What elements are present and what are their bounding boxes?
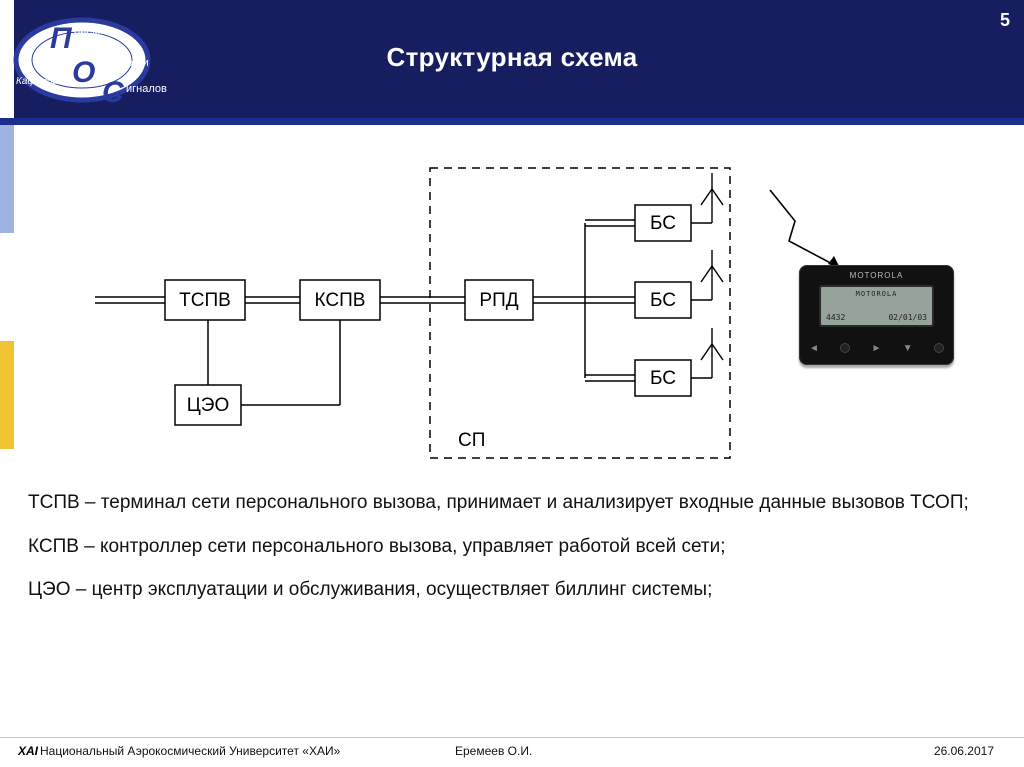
- svg-text:игналов: игналов: [126, 83, 167, 95]
- svg-text:С: С: [102, 76, 125, 109]
- pager-screen-right: 02/01/03: [888, 313, 927, 322]
- svg-text:Кафедра: Кафедра: [16, 75, 58, 87]
- footer-logo-text: ХАІ: [18, 744, 38, 758]
- definition-tspv: ТСПВ – терминал сети персонального вызов…: [28, 490, 996, 516]
- definitions-block: ТСПВ – терминал сети персонального вызов…: [28, 490, 996, 621]
- svg-text:СП: СП: [458, 430, 485, 451]
- svg-text:ЦЭО: ЦЭО: [187, 395, 230, 416]
- svg-text:РПД: РПД: [479, 290, 518, 311]
- svg-text:БС: БС: [650, 290, 676, 311]
- logo: П О С риема ередачи Кафедра бработки игн…: [10, 0, 180, 120]
- pager-dot-button: [840, 343, 850, 353]
- footer: ХАІ Национальный Аэрокосмический Универс…: [0, 737, 1024, 767]
- footer-author: Еремеев О.И.: [455, 744, 532, 758]
- pager-screen-left: 4432: [826, 313, 845, 322]
- svg-text:БС: БС: [650, 368, 676, 389]
- left-stripe: [0, 125, 14, 725]
- footer-date: 26.06.2017: [934, 744, 994, 758]
- pager-dot-button: [934, 343, 944, 353]
- pager-device: MOTOROLA MOTOROLA 4432 02/01/03 ◄ ► ▼: [799, 265, 954, 365]
- nav-right-icon: ►: [872, 343, 882, 354]
- pager-buttons: ◄ ► ▼: [809, 339, 944, 357]
- svg-text:О: О: [72, 56, 95, 89]
- block-diagram: СП ТСПВ КСПВ ЦЭО РПД БС БС БС: [40, 150, 860, 470]
- svg-text:БС: БС: [650, 213, 676, 234]
- definition-kspv: КСПВ – контроллер сети персонального выз…: [28, 534, 996, 560]
- svg-text:КСПВ: КСПВ: [315, 290, 366, 311]
- svg-text:бработки: бработки: [102, 57, 149, 69]
- nav-down-icon: ▼: [903, 343, 913, 354]
- nav-left-icon: ◄: [809, 343, 819, 354]
- definition-ceo: ЦЭО – центр эксплуатации и обслуживания,…: [28, 577, 996, 603]
- pager-brand: MOTOROLA: [799, 271, 954, 280]
- footer-university: Национальный Аэрокосмический Университет…: [40, 744, 340, 758]
- svg-text:П: П: [50, 22, 73, 55]
- svg-text:ередачи: ередачи: [74, 39, 116, 51]
- svg-text:риема: риема: [74, 25, 107, 37]
- page-number: 5: [1000, 10, 1010, 31]
- slide: Структурная схема 5 П О С риема ередачи …: [0, 0, 1024, 767]
- pager-screen: MOTOROLA 4432 02/01/03: [819, 285, 934, 327]
- svg-text:ТСПВ: ТСПВ: [179, 290, 231, 311]
